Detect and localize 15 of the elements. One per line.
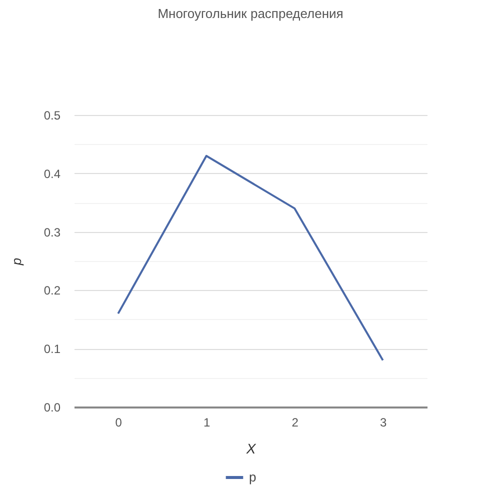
- x-tick-label: 0: [115, 416, 122, 430]
- y-tick-label: 0.0: [44, 400, 61, 414]
- y-tick-label: 0.4: [44, 166, 61, 181]
- y-tick-label: 0.5: [44, 108, 61, 122]
- line-series: [117, 154, 384, 362]
- y-tick-label: 0.3: [44, 225, 61, 240]
- y-tick-label: 0.1: [44, 342, 61, 356]
- x-axis-title: X: [245, 440, 256, 456]
- x-tick-label: 2: [292, 416, 299, 430]
- y-tick-label: 0.2: [44, 284, 61, 298]
- y-axis-title: p: [8, 258, 24, 266]
- legend-label: p: [249, 470, 256, 484]
- chart-title: Многоугольник распределения: [158, 6, 344, 21]
- x-tick-label: 1: [204, 416, 211, 430]
- x-tick-label: 3: [380, 416, 388, 430]
